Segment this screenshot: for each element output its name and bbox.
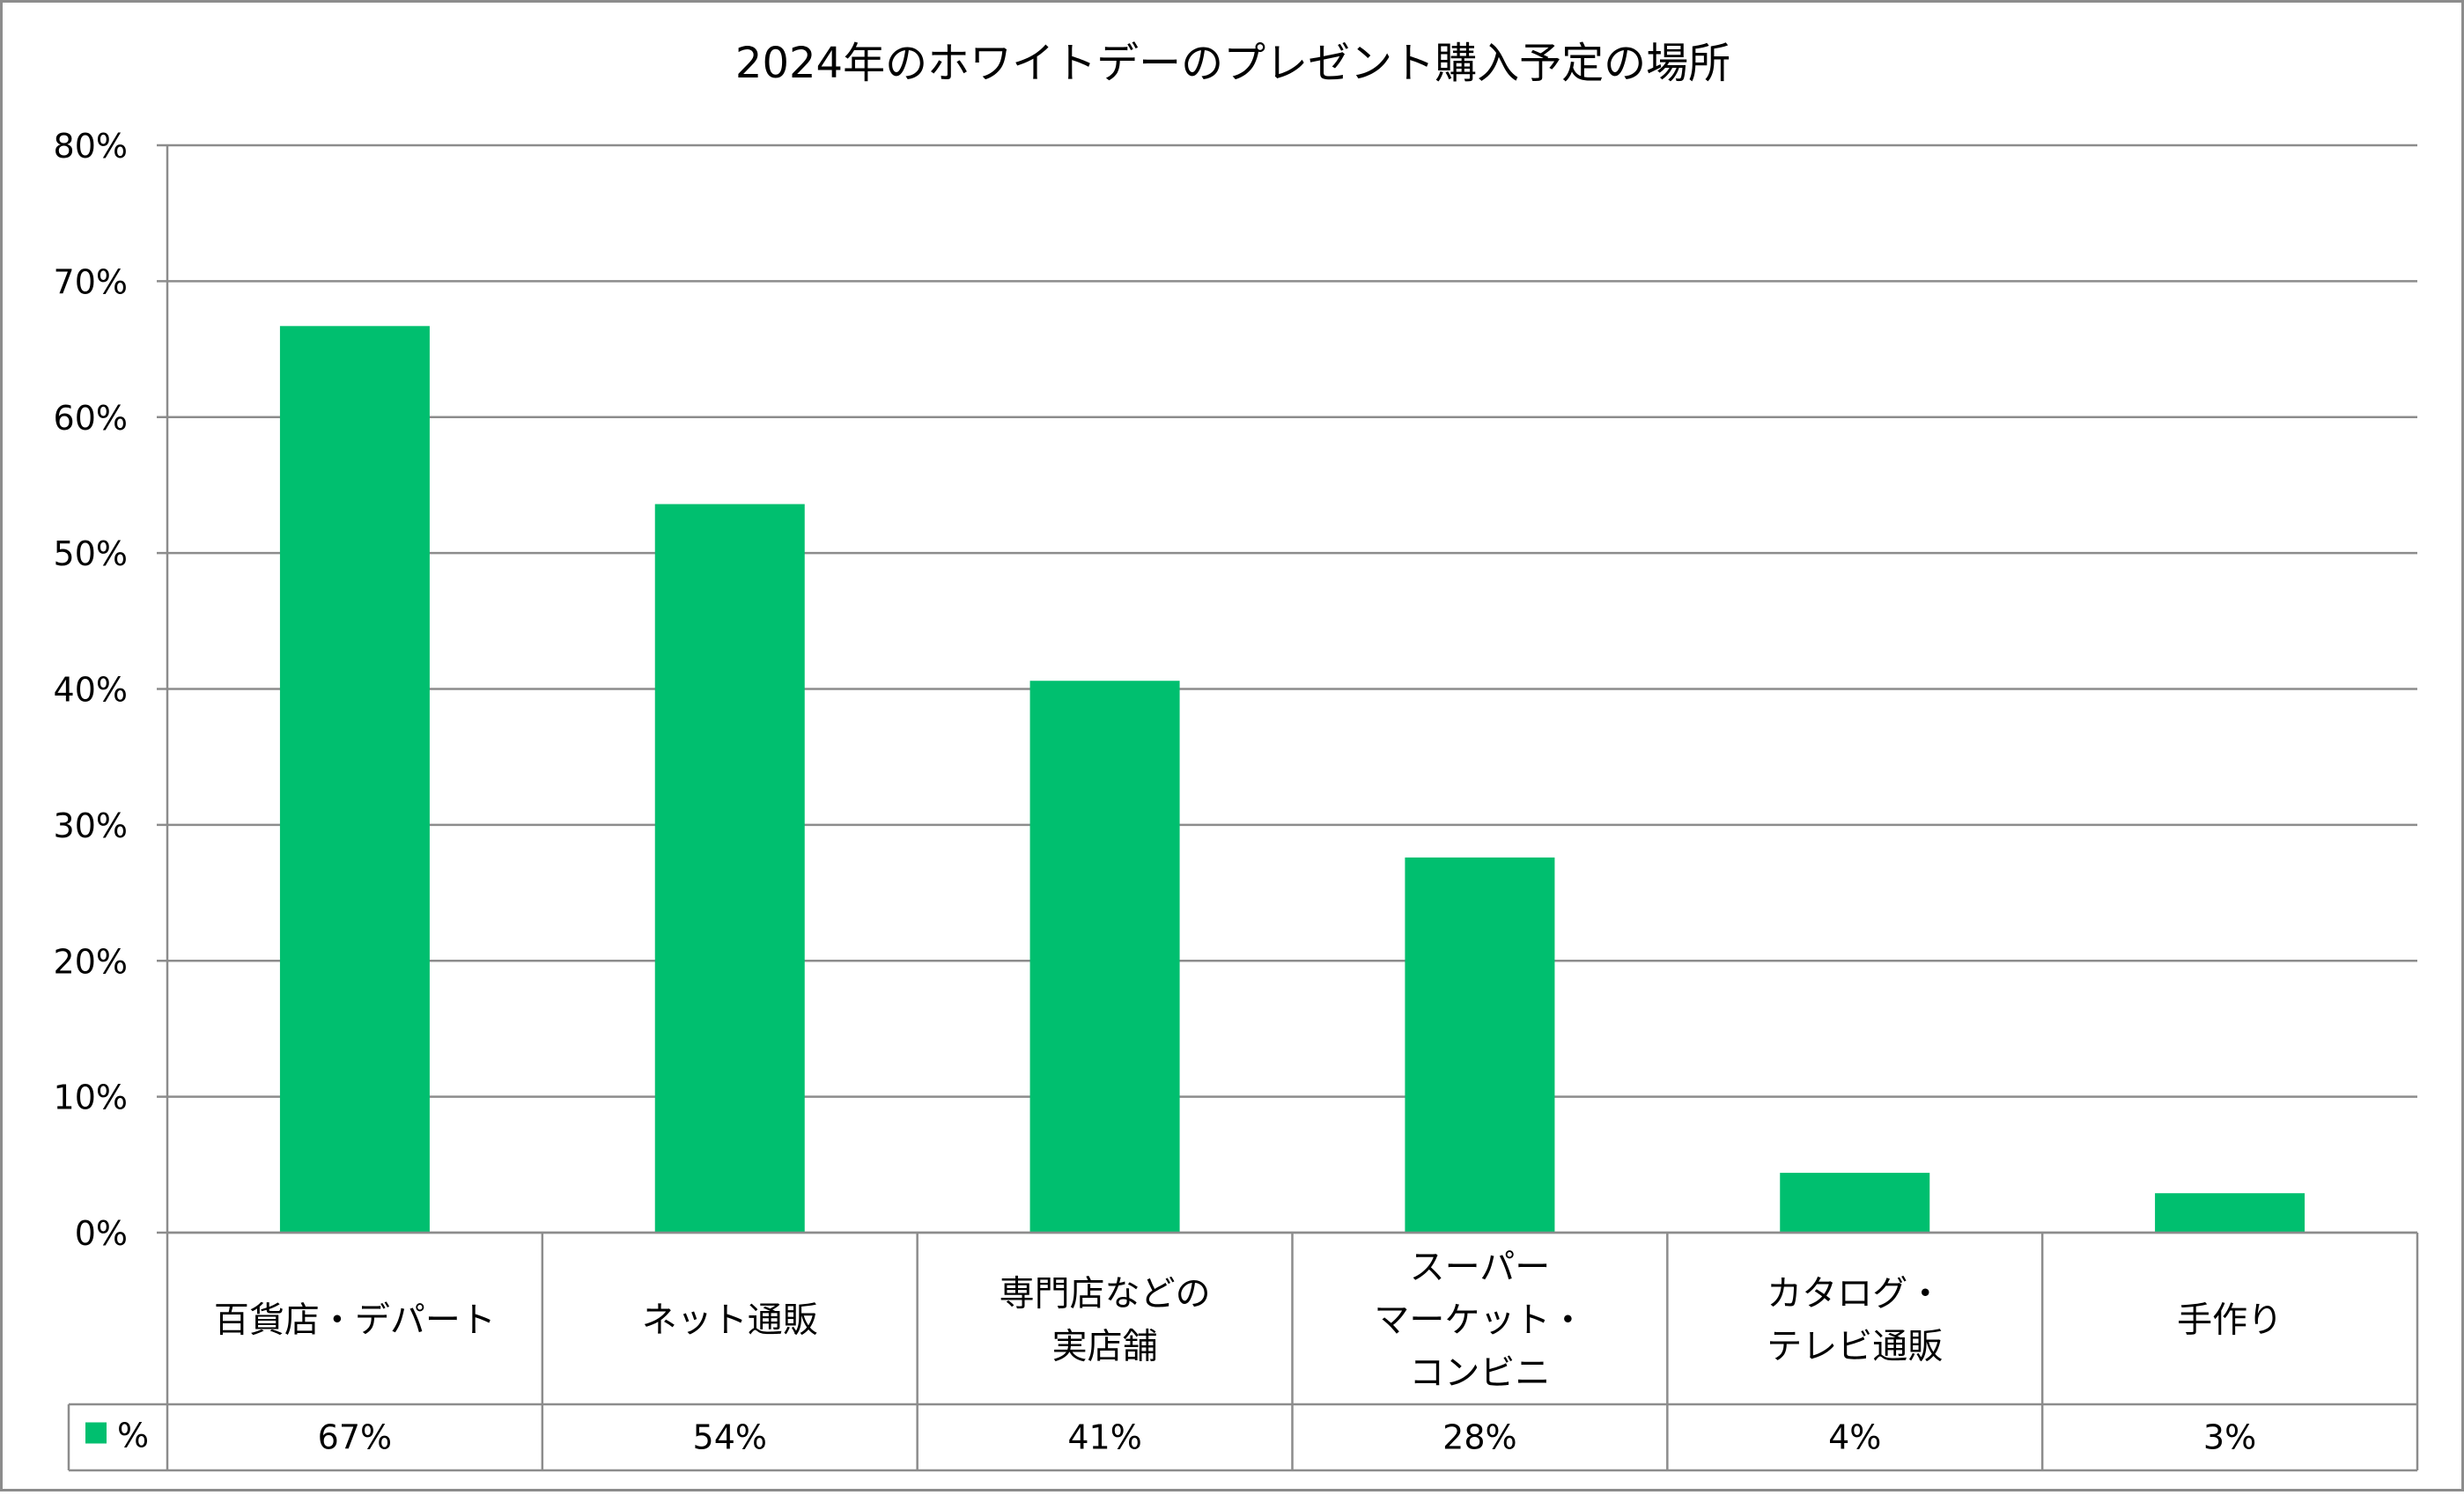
bar xyxy=(654,504,805,1233)
bar xyxy=(1780,1173,1930,1233)
bar xyxy=(2155,1193,2305,1233)
value-label: 41% xyxy=(1067,1418,1141,1457)
legend-label: % xyxy=(117,1417,149,1455)
category-label: カタログ・テレビ通販 xyxy=(1767,1274,1943,1367)
category-label-line: ネット通販 xyxy=(642,1300,818,1341)
category-label-line: 百貨店・デパート xyxy=(214,1300,496,1341)
value-label: 4% xyxy=(1828,1418,1881,1457)
y-tick-label: 20% xyxy=(54,942,128,981)
value-label: 67% xyxy=(318,1418,392,1457)
category-label-line: 実店舗 xyxy=(1052,1327,1158,1367)
value-labels: 67% 54% 41% 28% 4% 3% xyxy=(318,1418,2257,1457)
category-labels: 百貨店・デパート ネット通販 専門店などの実店舗 スーパーマーケット・コンビニ カタログ… xyxy=(214,1248,2283,1394)
category-label: 百貨店・デパート xyxy=(214,1300,496,1341)
category-label-line: コンビニ xyxy=(1409,1353,1550,1394)
y-tick-label: 40% xyxy=(54,671,128,710)
value-label: 28% xyxy=(1442,1418,1516,1457)
bars xyxy=(279,326,2305,1234)
y-tick-label: 30% xyxy=(54,806,128,845)
value-label: 3% xyxy=(2203,1418,2256,1457)
y-tick-label: 0% xyxy=(75,1214,128,1253)
y-tick-label: 10% xyxy=(54,1079,128,1117)
category-label-line: カタログ・ xyxy=(1767,1274,1943,1315)
category-label: ネット通販 xyxy=(642,1300,818,1341)
y-tick-label: 50% xyxy=(54,534,128,573)
y-tick-label: 80% xyxy=(54,127,128,166)
data-table xyxy=(67,1231,2419,1472)
category-label-line: 手作り xyxy=(2177,1300,2283,1341)
y-axis-tick-labels: 0% 10% 20% 30% 40% 50% 60% 70% 80% xyxy=(54,127,128,1253)
category-label: スーパーマーケット・コンビニ xyxy=(1374,1248,1585,1394)
category-label-line: 専門店などの xyxy=(1000,1274,1211,1315)
bar xyxy=(1029,681,1180,1233)
bar xyxy=(279,326,430,1234)
bar xyxy=(1405,857,1555,1233)
y-tick-label: 60% xyxy=(54,399,128,438)
chart-title: 2024年のホワイトデーのプレゼント購入予定の場所 xyxy=(735,39,1730,88)
category-label-line: スーパー xyxy=(1410,1248,1551,1288)
category-label: 専門店などの実店舗 xyxy=(1000,1274,1211,1367)
category-label-line: テレビ通販 xyxy=(1767,1327,1943,1367)
value-label: 54% xyxy=(693,1418,767,1457)
legend-swatch xyxy=(85,1422,107,1444)
legend: % xyxy=(85,1417,149,1455)
category-label: 手作り xyxy=(2177,1300,2283,1341)
y-tick-label: 70% xyxy=(54,262,128,301)
category-label-line: マーケット・ xyxy=(1374,1300,1585,1341)
